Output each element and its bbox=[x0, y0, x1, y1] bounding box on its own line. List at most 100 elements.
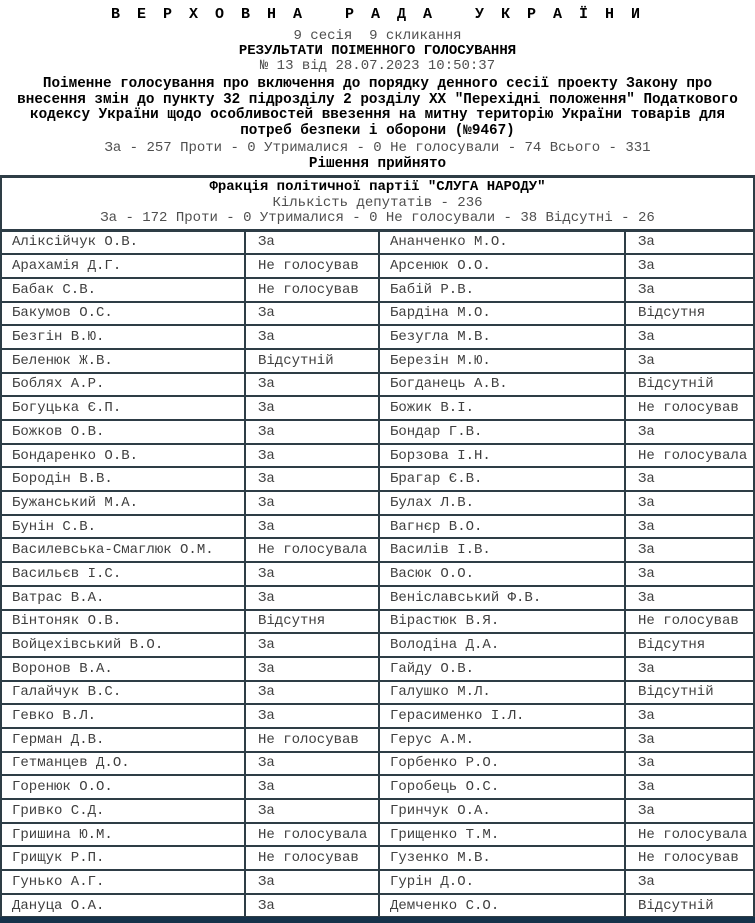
deputy-vote: Не голосувала bbox=[244, 823, 378, 846]
deputy-vote: Не голосував bbox=[624, 610, 753, 633]
vote-description: Поіменне голосування про включення до по… bbox=[17, 76, 738, 139]
deputy-vote: За bbox=[624, 515, 753, 538]
deputy-vote: Відсутній bbox=[624, 681, 753, 704]
deputy-vote: За bbox=[624, 539, 753, 562]
deputy-name: Гетманцев Д.О. bbox=[12, 755, 130, 772]
deputy-name: Веніславський Ф.В. bbox=[378, 586, 624, 609]
deputy-name: Васильєв І.С. bbox=[12, 565, 122, 582]
deputy-name: Воронов В.А. bbox=[12, 660, 113, 677]
deputy-vote: Відсутній bbox=[624, 894, 753, 917]
table-row: Арахамія Д.Г. Не голосував Арсенюк О.О. … bbox=[2, 255, 753, 279]
deputy-vote: За bbox=[624, 326, 753, 348]
deputy-name: Бужанський М.А. bbox=[12, 494, 139, 511]
deputy-name: Ватрас В.А. bbox=[12, 589, 105, 606]
deputy-name: Бондар Г.В. bbox=[378, 421, 624, 443]
table-row: Аліксійчук О.В. За Ананченко М.О. За bbox=[2, 231, 753, 256]
deputy-name: Гузенко М.В. bbox=[378, 847, 624, 870]
deputy-vote: За bbox=[624, 776, 753, 798]
deputy-vote: Не голосував bbox=[244, 278, 378, 301]
deputy-name: Богуцька Є.П. bbox=[12, 400, 122, 417]
session-line: 9 сесія 9 скликання bbox=[293, 28, 462, 44]
table-row: Ватрас В.А. За Веніславський Ф.В. За bbox=[2, 586, 753, 611]
deputy-name: Арахамія Д.Г. bbox=[12, 258, 122, 275]
deputy-name: Вінтоняк О.В. bbox=[12, 613, 122, 630]
table-row: Васильєв І.С. За Васюк О.О. За bbox=[2, 563, 753, 587]
deputy-name: Божков О.В. bbox=[12, 423, 105, 440]
table-row: Божков О.В. За Бондар Г.В. За bbox=[2, 421, 753, 445]
table-bottom-border bbox=[0, 917, 755, 923]
deputy-vote: Не голосував bbox=[624, 397, 753, 419]
deputy-vote: За bbox=[244, 231, 378, 254]
table-row: Грищук Р.П. Не голосував Гузенко М.В. Не… bbox=[2, 847, 753, 872]
deputy-vote: За bbox=[624, 563, 753, 585]
votes-table: Аліксійчук О.В. За Ананченко М.О. За Ара… bbox=[0, 231, 755, 919]
results-heading: РЕЗУЛЬТАТИ ПОІМЕННОГО ГОЛОСУВАННЯ bbox=[238, 43, 517, 59]
table-row: Горенюк О.О. За Горобець О.С. За bbox=[2, 776, 753, 800]
decision-status: Рішення прийнято bbox=[308, 155, 447, 172]
deputy-name: Герус А.М. bbox=[378, 728, 624, 751]
deputy-vote: Не голосував bbox=[624, 847, 753, 870]
deputy-name: Герман Д.В. bbox=[12, 731, 105, 748]
deputy-name: Арсенюк О.О. bbox=[378, 255, 624, 277]
deputy-name: Бондаренко О.В. bbox=[12, 447, 139, 464]
deputy-name: Булах Л.В. bbox=[378, 492, 624, 514]
deputy-vote: За bbox=[244, 776, 378, 798]
table-row: Богуцька Є.П. За Божик В.І. Не голосував bbox=[2, 397, 753, 421]
faction-name: Фракція політичної партії "СЛУГА НАРОДУ" bbox=[209, 179, 546, 195]
deputy-vote: Не голосував bbox=[244, 847, 378, 870]
table-row: Василевська-Смаглюк О.М. Не голосувала В… bbox=[2, 539, 753, 564]
deputy-vote: За bbox=[624, 800, 753, 822]
deputy-name: Березін М.Ю. bbox=[378, 349, 624, 372]
deputy-vote: За bbox=[244, 586, 378, 609]
deputy-name: Грищенко Т.М. bbox=[378, 823, 624, 846]
deputy-name: Вагнєр В.О. bbox=[378, 515, 624, 538]
deputy-name: Володіна Д.А. bbox=[378, 634, 624, 656]
table-row: Войцехівський В.О. За Володіна Д.А. Відс… bbox=[2, 634, 753, 658]
deputy-name: Герасименко І.Л. bbox=[378, 705, 624, 727]
table-row: Воронов В.А. За Гайду О.В. За bbox=[2, 657, 753, 682]
deputy-name: Горбенко Р.О. bbox=[378, 752, 624, 775]
deputy-name: Бардіна М.О. bbox=[378, 302, 624, 325]
deputy-vote: За bbox=[624, 255, 753, 277]
deputy-name: Горенюк О.О. bbox=[12, 779, 113, 796]
deputy-vote: Не голосувала bbox=[624, 823, 753, 846]
deputy-name: Вірастюк В.Я. bbox=[378, 610, 624, 633]
table-row: Бондаренко О.В. За Борзова І.Н. Не голос… bbox=[2, 444, 753, 469]
deputy-vote: За bbox=[244, 657, 378, 680]
table-row: Гришина Ю.М. Не голосувала Грищенко Т.М.… bbox=[2, 823, 753, 848]
deputy-vote: За bbox=[244, 681, 378, 704]
table-row: Галайчук В.С. За Галушко М.Л. Відсутній bbox=[2, 681, 753, 706]
deputy-name: Васюк О.О. bbox=[378, 563, 624, 585]
deputy-vote: Відсутній bbox=[624, 373, 753, 396]
deputy-vote: За bbox=[624, 231, 753, 254]
deputy-vote: Відсутня bbox=[624, 634, 753, 656]
vote-id-line: № 13 від 28.07.2023 10:50:37 bbox=[259, 58, 496, 74]
deputy-name: Гринчук О.А. bbox=[378, 800, 624, 822]
deputy-vote: За bbox=[244, 563, 378, 585]
deputy-vote: Не голосував bbox=[244, 728, 378, 751]
deputy-vote: За bbox=[624, 752, 753, 775]
table-row: Бакумов О.С. За Бардіна М.О. Відсутня bbox=[2, 302, 753, 327]
deputy-name: Брагар Є.В. bbox=[378, 468, 624, 491]
table-row: Бородін В.В. За Брагар Є.В. За bbox=[2, 468, 753, 493]
deputy-name: Ананченко М.О. bbox=[378, 231, 624, 254]
deputy-vote: За bbox=[244, 302, 378, 325]
deputy-vote: За bbox=[244, 468, 378, 491]
deputy-vote: За bbox=[244, 515, 378, 538]
table-row: Бужанський М.А. За Булах Л.В. За bbox=[2, 492, 753, 516]
deputy-name: Беленюк Ж.В. bbox=[12, 352, 113, 369]
deputy-name: Галушко М.Л. bbox=[378, 681, 624, 704]
deputy-vote: Відсутня bbox=[244, 610, 378, 633]
deputy-name: Гришина Ю.М. bbox=[12, 826, 113, 843]
deputy-vote: За bbox=[624, 871, 753, 893]
deputy-name: Гайду О.В. bbox=[378, 657, 624, 680]
deputy-vote: За bbox=[244, 397, 378, 419]
deputy-name: Божик В.І. bbox=[378, 397, 624, 419]
deputy-vote: За bbox=[244, 421, 378, 443]
deputy-name: Галайчук В.С. bbox=[12, 684, 122, 701]
deputy-vote: За bbox=[244, 634, 378, 656]
deputy-name: Василів І.В. bbox=[378, 539, 624, 562]
deputy-vote: За bbox=[624, 349, 753, 372]
deputy-vote: Не голосувала bbox=[624, 444, 753, 467]
